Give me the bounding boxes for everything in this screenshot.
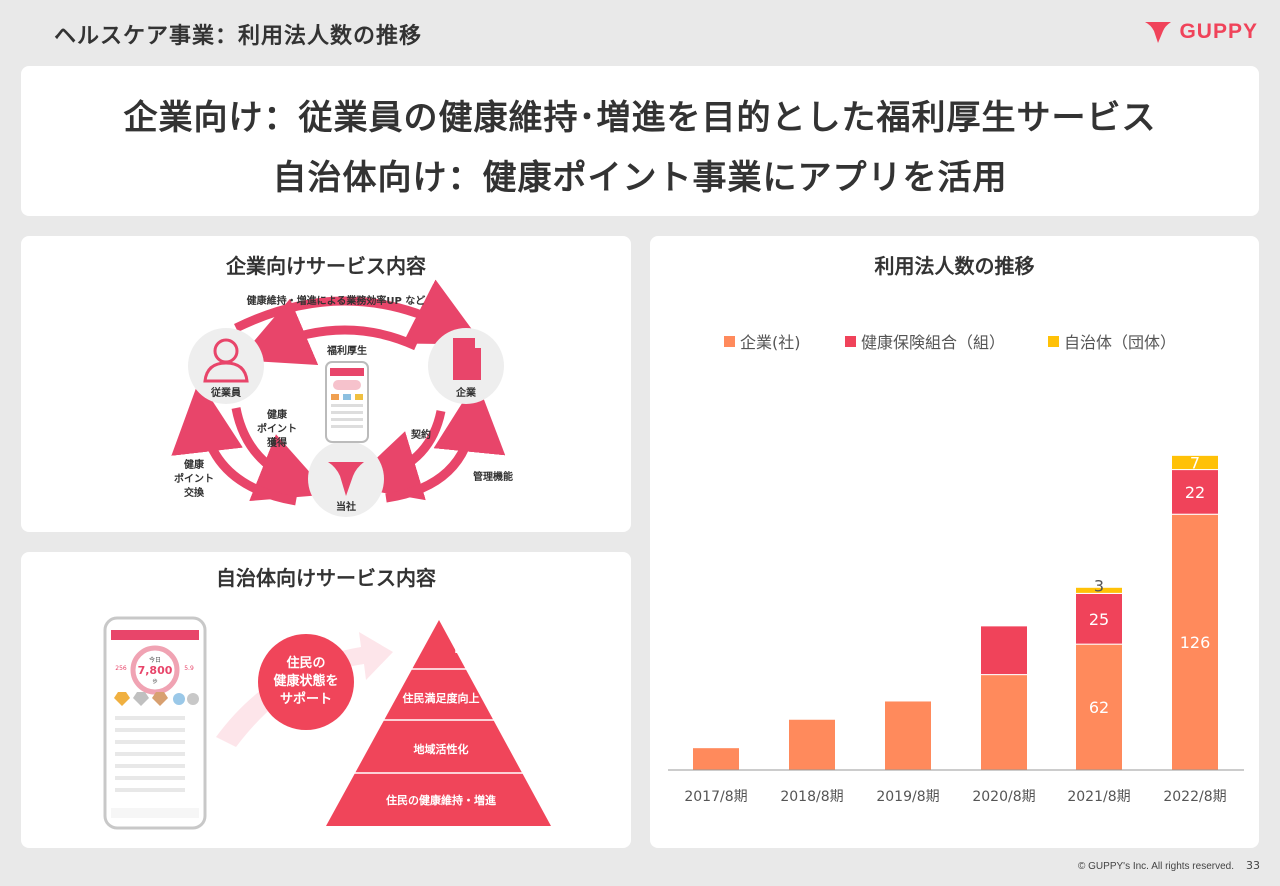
arrow-employee-to-us [231, 407, 330, 502]
chart-card: 利用法人数の推移 企業(社) 健康保険組合（組） 自治体（団体） 2017/8期 201… [650, 236, 1259, 848]
guppy-logo-text: GUPPY [1179, 20, 1258, 43]
bar-2-series-0 [884, 700, 932, 771]
guppy-mark-icon [328, 462, 364, 496]
top-caption: 健康維持・増進による業務効率UP など [247, 294, 426, 307]
legend-swatch-1 [845, 336, 856, 347]
bar-3-series-0 [980, 674, 1028, 771]
phone-right-value: 5.9 [184, 665, 194, 672]
municipal-service-card: 自治体向けサービス内容 今日 7,800 歩 256 5.9 [21, 552, 631, 848]
earn-points-1: 健康 [267, 408, 288, 421]
corporate-cycle-diagram: 従業員 企業 当社 福利厚生 健康維持・増進による業務効率UP など 健康 [171, 279, 513, 517]
legend-label-0: 企業(社) [740, 333, 801, 352]
corporate-service-title: 企業向けサービス内容 [226, 254, 426, 278]
earn-points-3: 獲得 [267, 436, 287, 449]
x-tick-label-4: 2021/8期 [1067, 789, 1130, 805]
building-icon [453, 338, 481, 380]
bar-5-series-0 [1171, 513, 1219, 771]
pyramid-level-1: 医療費削減 [455, 641, 510, 655]
arrow-company-to-employee [237, 298, 418, 366]
contract-label: 契約 [411, 428, 431, 441]
legend-swatch-2 [1048, 336, 1059, 347]
x-tick-label-3: 2020/8期 [972, 789, 1035, 805]
pyramid-shape [326, 620, 551, 826]
bar-5-series-2 [1171, 454, 1219, 471]
municipal-service-title: 自治体向けサービス内容 [216, 566, 436, 590]
x-tick-label-1: 2018/8期 [780, 789, 843, 805]
bar-0-series-0 [692, 747, 740, 771]
arrow-company-to-us [346, 410, 446, 501]
legend-swatch-0 [724, 336, 735, 347]
guppy-logo: GUPPY [1143, 20, 1258, 44]
exchange-points-2: ポイント [174, 472, 214, 485]
guppy-logo-icon [1145, 22, 1172, 43]
employee-label: 従業員 [210, 386, 241, 399]
phone-step-label: 今日 [149, 656, 161, 664]
x-tick-label-2: 2019/8期 [876, 789, 939, 805]
company-label: 企業 [455, 386, 477, 399]
bar-5-series-1 [1171, 469, 1219, 515]
x-tick-label-0: 2017/8期 [684, 789, 747, 805]
page-title: ヘルスケア事業：利用法人数の推移 [54, 24, 423, 49]
phone-app-icon [325, 361, 369, 443]
person-icon [203, 338, 249, 383]
municipal-phone-icon: 今日 7,800 歩 256 5.9 [103, 616, 207, 830]
legend-label-2: 自治体（団体） [1064, 333, 1176, 352]
x-tick-label-5: 2022/8期 [1163, 789, 1226, 805]
exchange-points-1: 健康 [184, 458, 205, 471]
bubble-line-1: 住民の [286, 655, 325, 671]
phone-step-unit: 歩 [152, 678, 157, 685]
headline-corporate: 企業向け：従業員の健康維持･増進を目的とした福利厚生サービス [123, 98, 1157, 138]
data-label-5-series-2: 7 [1190, 453, 1200, 472]
bubble-line-2: 健康状態を [273, 673, 338, 689]
bar-3-series-1 [980, 625, 1028, 676]
arrow-us-to-company [385, 380, 506, 503]
stacked-bar-chart: 企業(社) 健康保険組合（組） 自治体（団体） 2017/8期 2018/8期 2019/… [668, 333, 1244, 805]
pyramid-level-3: 地域活性化 [414, 742, 469, 756]
data-label-5-series-1: 22 [1185, 483, 1205, 502]
copyright: © GUPPY's Inc. All rights reserved. [1078, 861, 1234, 872]
management-label: 管理機能 [473, 470, 513, 483]
phone-left-value: 256 [115, 665, 127, 672]
pyramid-level-2: 住民満足度向上 [403, 691, 480, 705]
earn-points-2: ポイント [257, 422, 297, 435]
data-label-4-series-0: 62 [1089, 698, 1109, 717]
chart-title: 利用法人数の推移 [874, 254, 1035, 278]
welfare-label: 福利厚生 [326, 344, 367, 357]
data-label-4-series-1: 25 [1089, 610, 1109, 629]
exchange-points-3: 交換 [184, 486, 205, 499]
arrow-us-to-employee [171, 380, 297, 506]
corporate-service-card: 企業向けサービス内容 従業員 企業 当社 [21, 236, 631, 532]
municipal-diagram: 今日 7,800 歩 256 5.9 住民の 健康状態を サポート [103, 616, 551, 830]
data-label-5-series-0: 126 [1180, 633, 1211, 652]
bar-1-series-0 [788, 718, 836, 771]
bubble-line-3: サポート [280, 691, 332, 707]
pyramid-level-4: 住民の健康維持・増進 [386, 793, 497, 807]
legend-label-1: 健康保険組合（組） [861, 333, 1005, 352]
bar-4-series-2 [1075, 586, 1123, 594]
headline-card: 企業向け：従業員の健康維持･増進を目的とした福利厚生サービス 自治体向け：健康ポ… [21, 66, 1259, 216]
page-number: 33 [1246, 859, 1260, 872]
data-label-4-series-2: 3 [1094, 576, 1104, 595]
phone-steps: 7,800 [138, 664, 173, 677]
headline-municipal: 自治体向け：健康ポイント事業にアプリを活用 [272, 158, 1008, 198]
us-label: 当社 [336, 500, 356, 513]
